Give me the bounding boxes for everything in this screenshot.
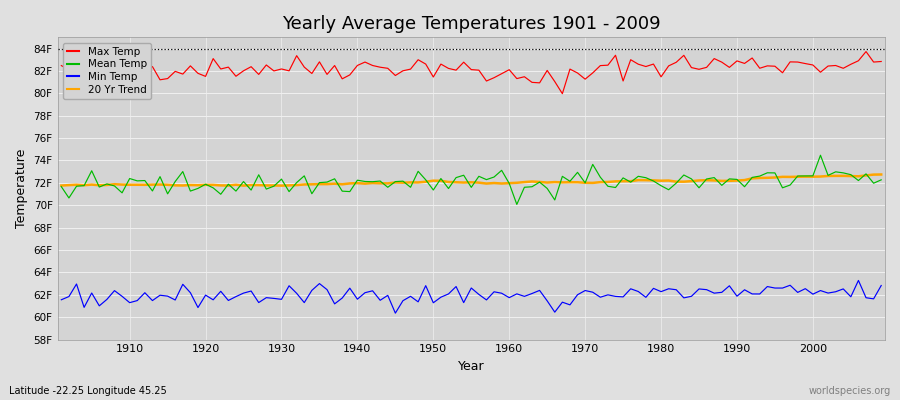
X-axis label: Year: Year bbox=[458, 360, 484, 373]
Title: Yearly Average Temperatures 1901 - 2009: Yearly Average Temperatures 1901 - 2009 bbox=[282, 15, 661, 33]
Y-axis label: Temperature: Temperature bbox=[15, 149, 28, 228]
Text: Latitude -22.25 Longitude 45.25: Latitude -22.25 Longitude 45.25 bbox=[9, 386, 166, 396]
Text: worldspecies.org: worldspecies.org bbox=[809, 386, 891, 396]
Legend: Max Temp, Mean Temp, Min Temp, 20 Yr Trend: Max Temp, Mean Temp, Min Temp, 20 Yr Tre… bbox=[63, 42, 151, 99]
